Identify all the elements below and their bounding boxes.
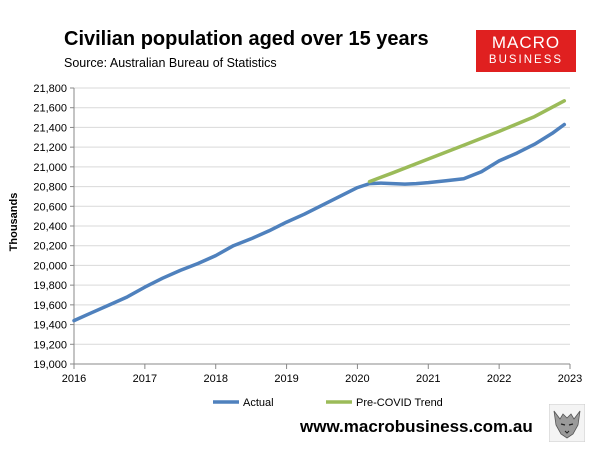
chart-source: Source: Australian Bureau of Statistics <box>64 56 277 70</box>
y-tick-label: 20,000 <box>33 260 67 272</box>
y-tick-label: 20,800 <box>33 182 67 194</box>
y-tick-label: 21,400 <box>33 122 67 134</box>
legend-label: Actual <box>243 397 274 409</box>
y-tick-label: 20,200 <box>33 241 67 253</box>
y-tick-label: 19,000 <box>33 359 67 371</box>
y-tick-label: 21,000 <box>33 162 67 174</box>
y-tick-label: 19,800 <box>33 280 67 292</box>
legend-label: Pre-COVID Trend <box>356 397 443 409</box>
macrobusiness-logo: MACRO BUSINESS <box>476 30 576 72</box>
x-axis-ticks: 2016 2017 2018 2019 2020 2021 2022 2023 <box>62 364 582 385</box>
y-tick-label: 21,200 <box>33 142 67 154</box>
x-tick-label: 2022 <box>487 373 511 385</box>
series-lines <box>72 99 567 323</box>
x-tick-label: 2016 <box>62 373 86 385</box>
logo-text-business: BUSINESS <box>488 54 564 66</box>
x-tick-label: 2020 <box>345 373 369 385</box>
series-line-pre-covid-trend <box>367 99 567 184</box>
y-tick-label: 20,400 <box>33 221 67 233</box>
website-url[interactable]: www.macrobusiness.com.au <box>300 417 533 436</box>
y-tick-label: 19,400 <box>33 320 67 332</box>
y-axis-ticks: 19,000 19,200 19,400 19,600 19,800 20,000 20,2… <box>33 83 74 371</box>
gridlines <box>74 87 570 345</box>
x-tick-label: 2018 <box>203 373 227 385</box>
wolf-icon <box>549 404 585 442</box>
x-tick-label: 2017 <box>133 373 157 385</box>
series-line-actual <box>72 122 567 323</box>
logo-text-macro: MACRO <box>491 33 561 52</box>
y-tick-label: 19,600 <box>33 300 67 312</box>
y-tick-label: 19,200 <box>33 339 67 351</box>
x-tick-label: 2019 <box>274 373 298 385</box>
chart-title: Civilian population aged over 15 years <box>64 28 429 50</box>
y-tick-label: 21,800 <box>33 83 67 95</box>
y-axis-label: Thousands <box>8 193 20 252</box>
y-tick-label: 21,600 <box>33 103 67 115</box>
legend: Actual Pre-COVID Trend <box>213 397 443 409</box>
x-tick-label: 2021 <box>416 373 440 385</box>
y-tick-label: 20,600 <box>33 201 67 213</box>
x-tick-label: 2023 <box>558 373 582 385</box>
